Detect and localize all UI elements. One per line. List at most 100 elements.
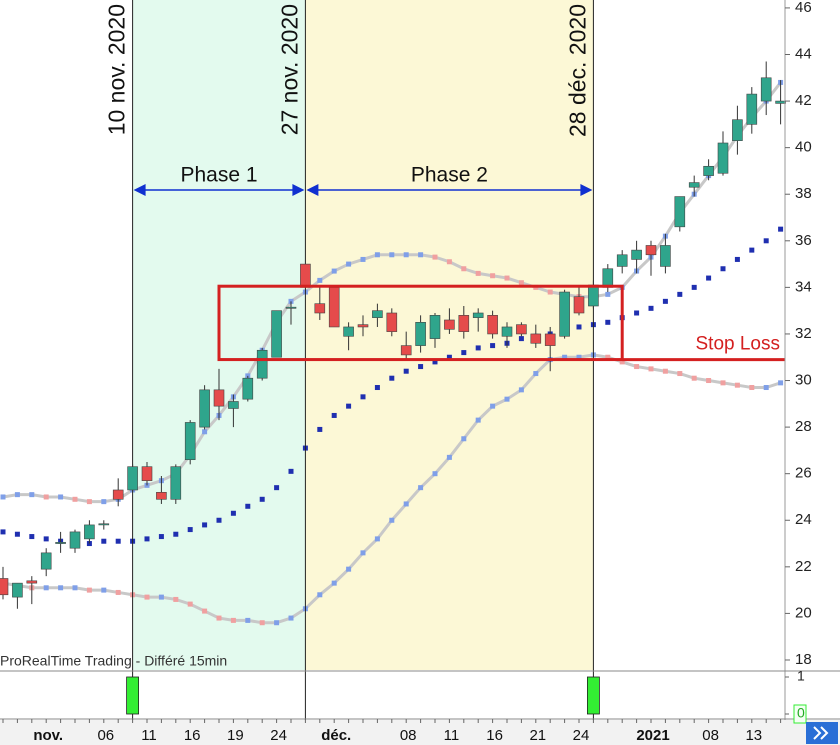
candle-body xyxy=(372,310,383,318)
candle-body xyxy=(415,322,426,346)
band-point xyxy=(504,275,510,281)
band-point xyxy=(389,252,395,258)
x-tick-label: nov. xyxy=(33,727,63,744)
y-tick-label: 38 xyxy=(795,185,812,202)
band-point xyxy=(43,585,49,591)
x-axis-bar xyxy=(0,720,840,745)
candle-body xyxy=(40,552,52,570)
signal-tick-label: 0 xyxy=(797,705,805,721)
candle-body xyxy=(0,578,9,596)
candle-body xyxy=(458,315,470,332)
x-tick-label: déc. xyxy=(321,727,351,744)
sar-dot xyxy=(734,256,740,262)
sar-dot xyxy=(173,531,179,537)
sar-dot xyxy=(158,534,164,540)
band-point xyxy=(662,368,668,374)
sar-dot xyxy=(202,522,208,528)
band-point xyxy=(446,259,452,265)
y-tick-label: 44 xyxy=(795,45,812,62)
candle-body xyxy=(703,165,714,176)
candle-body xyxy=(156,492,167,500)
sar-dot xyxy=(389,375,395,381)
candle-body xyxy=(98,523,110,526)
band-point xyxy=(518,280,524,286)
candle-body xyxy=(300,263,311,288)
sar-dot xyxy=(43,536,49,542)
sar-dot xyxy=(144,536,150,542)
y-tick-label: 32 xyxy=(795,325,812,342)
candle-body xyxy=(141,466,153,481)
sar-dot xyxy=(720,266,726,272)
band-point xyxy=(605,354,611,360)
band-point xyxy=(331,268,337,274)
x-tick-label: 19 xyxy=(227,727,244,744)
band-point xyxy=(562,354,568,360)
sar-dot xyxy=(778,226,784,232)
band-point xyxy=(86,499,92,505)
band-point xyxy=(749,385,755,391)
band-point xyxy=(389,517,395,523)
candle-body xyxy=(328,287,340,328)
candle-body xyxy=(69,531,81,549)
candle-body xyxy=(501,326,513,337)
y-tick-label: 46 xyxy=(795,0,812,16)
band-point xyxy=(259,620,265,626)
band-point xyxy=(490,273,496,279)
band-point xyxy=(58,494,64,500)
sar-dot xyxy=(634,310,640,316)
arrow-head xyxy=(580,184,593,196)
sar-dot xyxy=(475,345,481,351)
band-point xyxy=(14,492,20,498)
band-point xyxy=(461,436,467,442)
sar-dot xyxy=(461,350,467,356)
y-tick-label: 26 xyxy=(795,465,812,482)
band-point xyxy=(605,291,611,297)
band-point xyxy=(677,371,683,377)
scroll-icon[interactable] xyxy=(813,726,829,740)
sar-dot xyxy=(706,275,712,281)
band-point xyxy=(274,620,280,626)
band-point xyxy=(0,494,6,500)
band-point xyxy=(317,592,323,598)
band-point xyxy=(43,494,49,500)
candle-body xyxy=(487,315,498,335)
stop-loss-label: Stop Loss xyxy=(696,334,781,355)
x-tick-label: 06 xyxy=(97,727,114,744)
band-point xyxy=(72,496,78,502)
y-tick-label: 34 xyxy=(795,278,812,295)
candle-body xyxy=(746,93,758,125)
band-point xyxy=(475,270,481,276)
candle-body xyxy=(616,254,628,267)
sar-dot xyxy=(677,291,683,297)
sar-dot xyxy=(446,354,452,360)
sar-dot xyxy=(576,324,582,330)
signal-bar xyxy=(587,676,600,715)
x-tick-label: 08 xyxy=(400,727,417,744)
candle-body xyxy=(199,389,210,428)
arrow-head xyxy=(306,184,319,196)
y-tick-label: 18 xyxy=(795,651,812,668)
band-point xyxy=(187,601,193,607)
candle-body xyxy=(717,142,729,174)
candle-body xyxy=(112,489,124,500)
band-point xyxy=(490,403,496,409)
band-point xyxy=(230,617,236,623)
candle-body xyxy=(285,306,297,309)
band-point xyxy=(418,485,424,491)
signal-tick-label: 1 xyxy=(797,668,805,684)
candle-body xyxy=(516,324,527,335)
sar-dot xyxy=(187,527,193,533)
marker-label: 28 déc. 2020 xyxy=(564,4,590,137)
band-point xyxy=(115,589,121,595)
scroll-button-bg[interactable] xyxy=(806,722,838,744)
candle-body xyxy=(84,524,95,540)
marker-label: 10 nov. 2020 xyxy=(104,4,130,135)
arrow-head xyxy=(133,184,146,196)
candle-body xyxy=(530,333,542,344)
phase-label: Phase 2 xyxy=(411,164,488,187)
candle-body xyxy=(602,268,614,288)
band-point xyxy=(374,536,380,542)
band-point xyxy=(475,417,481,423)
candle-body xyxy=(544,333,556,346)
scroll-button[interactable] xyxy=(806,722,838,744)
